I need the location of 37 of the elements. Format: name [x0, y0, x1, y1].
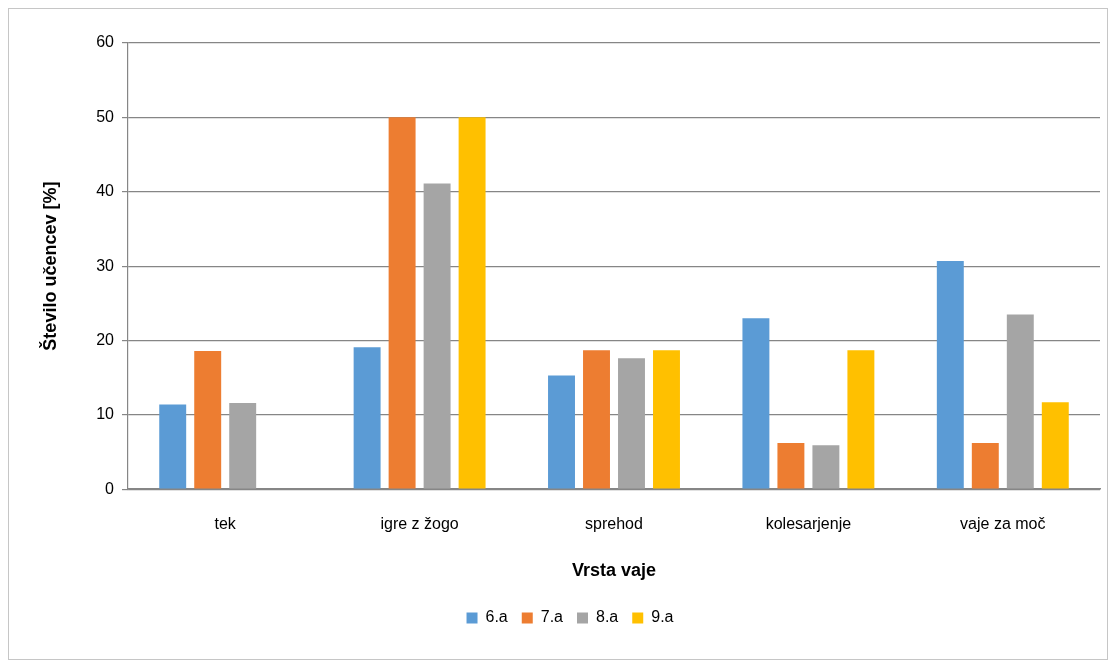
- y-tick-label: 20: [96, 330, 115, 348]
- y-tick-label: 30: [96, 256, 115, 274]
- bar: [847, 350, 875, 489]
- bar: [458, 117, 486, 489]
- bar: [971, 443, 999, 489]
- bar: [1041, 402, 1069, 489]
- legend-label: 6.a: [485, 608, 508, 626]
- y-tick-label: 50: [96, 107, 115, 125]
- bar: [812, 445, 840, 489]
- bar: [742, 318, 770, 489]
- legend-label: 8.a: [596, 608, 619, 626]
- x-tick-label: vaje za moč: [960, 515, 1046, 533]
- x-tick-label: kolesarjenje: [765, 515, 852, 533]
- bar: [353, 347, 381, 489]
- y-axis-title: Število učencev [%]: [38, 181, 60, 351]
- bar: [423, 183, 451, 489]
- y-tick-label: 60: [96, 33, 115, 51]
- bar: [548, 375, 575, 489]
- bar: [159, 404, 187, 489]
- y-tick-label: 0: [105, 479, 115, 497]
- x-axis-title: Vrsta vaje: [571, 560, 657, 581]
- bar: [618, 358, 645, 489]
- bar: [194, 350, 222, 489]
- legend-label: 7.a: [540, 608, 564, 626]
- y-tick-label: 10: [96, 405, 115, 423]
- bar: [388, 117, 416, 489]
- bar: [936, 260, 964, 489]
- bar: [229, 402, 257, 489]
- x-tick-label: igre z žogo: [380, 515, 459, 533]
- x-tick-label: sprehod: [585, 515, 643, 533]
- bar: [1006, 314, 1034, 489]
- legend-label: 9.a: [651, 608, 674, 626]
- bar: [583, 350, 610, 489]
- y-tick-label: 40: [96, 182, 115, 200]
- bar: [653, 350, 680, 489]
- x-tick-label: tek: [214, 515, 237, 533]
- bar: [777, 443, 805, 489]
